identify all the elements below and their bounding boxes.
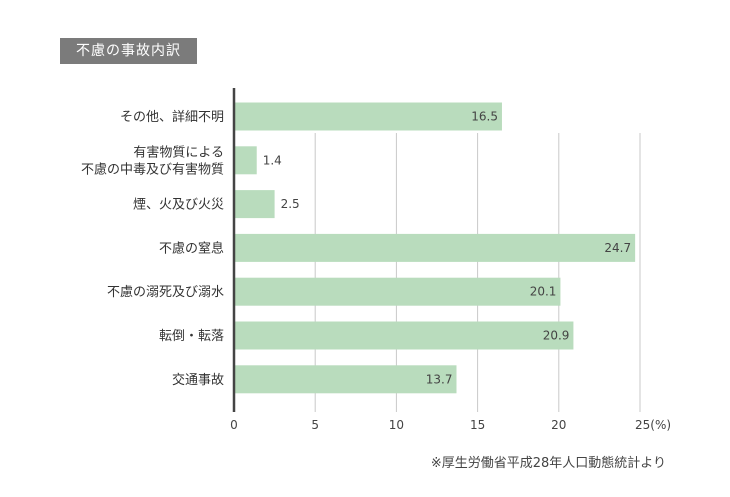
category-label: 不慮の中毒及び有害物質 (81, 161, 224, 177)
data-label: 24.7 (604, 241, 631, 255)
bar (234, 365, 457, 394)
x-tick-label: 5 (311, 418, 319, 432)
category-label: 不慮の窒息 (159, 240, 224, 256)
bar (234, 277, 561, 306)
bar (234, 233, 636, 262)
bar (234, 321, 574, 350)
data-label: 2.5 (281, 197, 300, 211)
chart-title: 不慮の事故内訳 (60, 38, 197, 64)
source-note: ※厚生労働省平成28年人口動態統計より (430, 456, 666, 471)
category-label: 煙、火及び火災 (133, 198, 224, 213)
bar (234, 190, 275, 219)
x-tick-label: 0 (230, 418, 238, 432)
x-tick-label: 25(%) (635, 418, 671, 432)
category-label: 交通事故 (172, 372, 224, 388)
bar (234, 146, 257, 175)
data-label: 20.1 (530, 285, 557, 299)
data-label: 13.7 (426, 372, 453, 386)
x-tick-label: 10 (389, 418, 404, 432)
data-label: 20.9 (543, 329, 570, 343)
category-label: その他、詳細不明 (120, 109, 224, 125)
x-tick-label: 15 (470, 418, 485, 432)
data-label: 16.5 (471, 110, 498, 124)
x-tick-label: 20 (551, 418, 566, 432)
category-label: 転倒・転落 (159, 329, 224, 344)
data-label: 1.4 (263, 153, 282, 167)
category-label: 不慮の溺死及び溺水 (107, 285, 224, 300)
bar (234, 102, 502, 131)
category-label: 有害物質による (133, 144, 224, 160)
